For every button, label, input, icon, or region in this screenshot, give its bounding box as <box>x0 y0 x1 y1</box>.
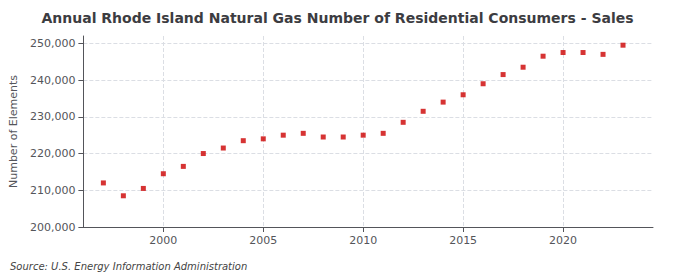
svg-text:240,000: 240,000 <box>30 74 76 87</box>
svg-text:220,000: 220,000 <box>30 147 76 160</box>
svg-text:2020: 2020 <box>549 234 577 247</box>
svg-text:230,000: 230,000 <box>30 110 76 123</box>
svg-text:Number of Elements: Number of Elements <box>7 75 20 188</box>
svg-text:2005: 2005 <box>249 234 277 247</box>
svg-text:210,000: 210,000 <box>30 184 76 197</box>
svg-text:2010: 2010 <box>349 234 377 247</box>
svg-text:250,000: 250,000 <box>30 37 76 50</box>
svg-text:2015: 2015 <box>449 234 477 247</box>
svg-text:Source: U.S. Energy Informatio: Source: U.S. Energy Information Administ… <box>10 261 247 272</box>
svg-text:Annual Rhode Island Natural Ga: Annual Rhode Island Natural Gas Number o… <box>41 10 633 26</box>
svg-text:2000: 2000 <box>149 234 177 247</box>
svg-text:200,000: 200,000 <box>30 221 76 234</box>
